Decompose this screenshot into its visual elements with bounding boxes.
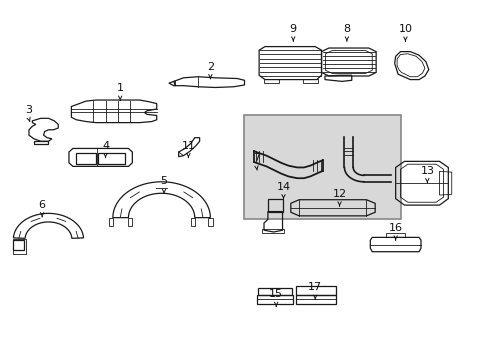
Text: 15: 15 [269, 289, 283, 300]
Text: 3: 3 [25, 105, 32, 115]
Text: 13: 13 [420, 166, 433, 176]
FancyBboxPatch shape [244, 116, 400, 220]
Text: 4: 4 [102, 141, 109, 150]
Text: 10: 10 [398, 24, 411, 34]
Text: 9: 9 [289, 24, 296, 34]
Text: 1: 1 [117, 83, 123, 93]
Text: 8: 8 [343, 24, 350, 34]
Text: 14: 14 [276, 182, 290, 192]
Text: 17: 17 [307, 282, 322, 292]
Text: 12: 12 [332, 189, 346, 199]
Text: 16: 16 [388, 223, 402, 233]
Text: 2: 2 [206, 62, 213, 72]
Text: 7: 7 [253, 153, 260, 163]
Text: 6: 6 [39, 200, 45, 210]
Text: 11: 11 [181, 141, 195, 150]
Text: 5: 5 [160, 176, 167, 186]
